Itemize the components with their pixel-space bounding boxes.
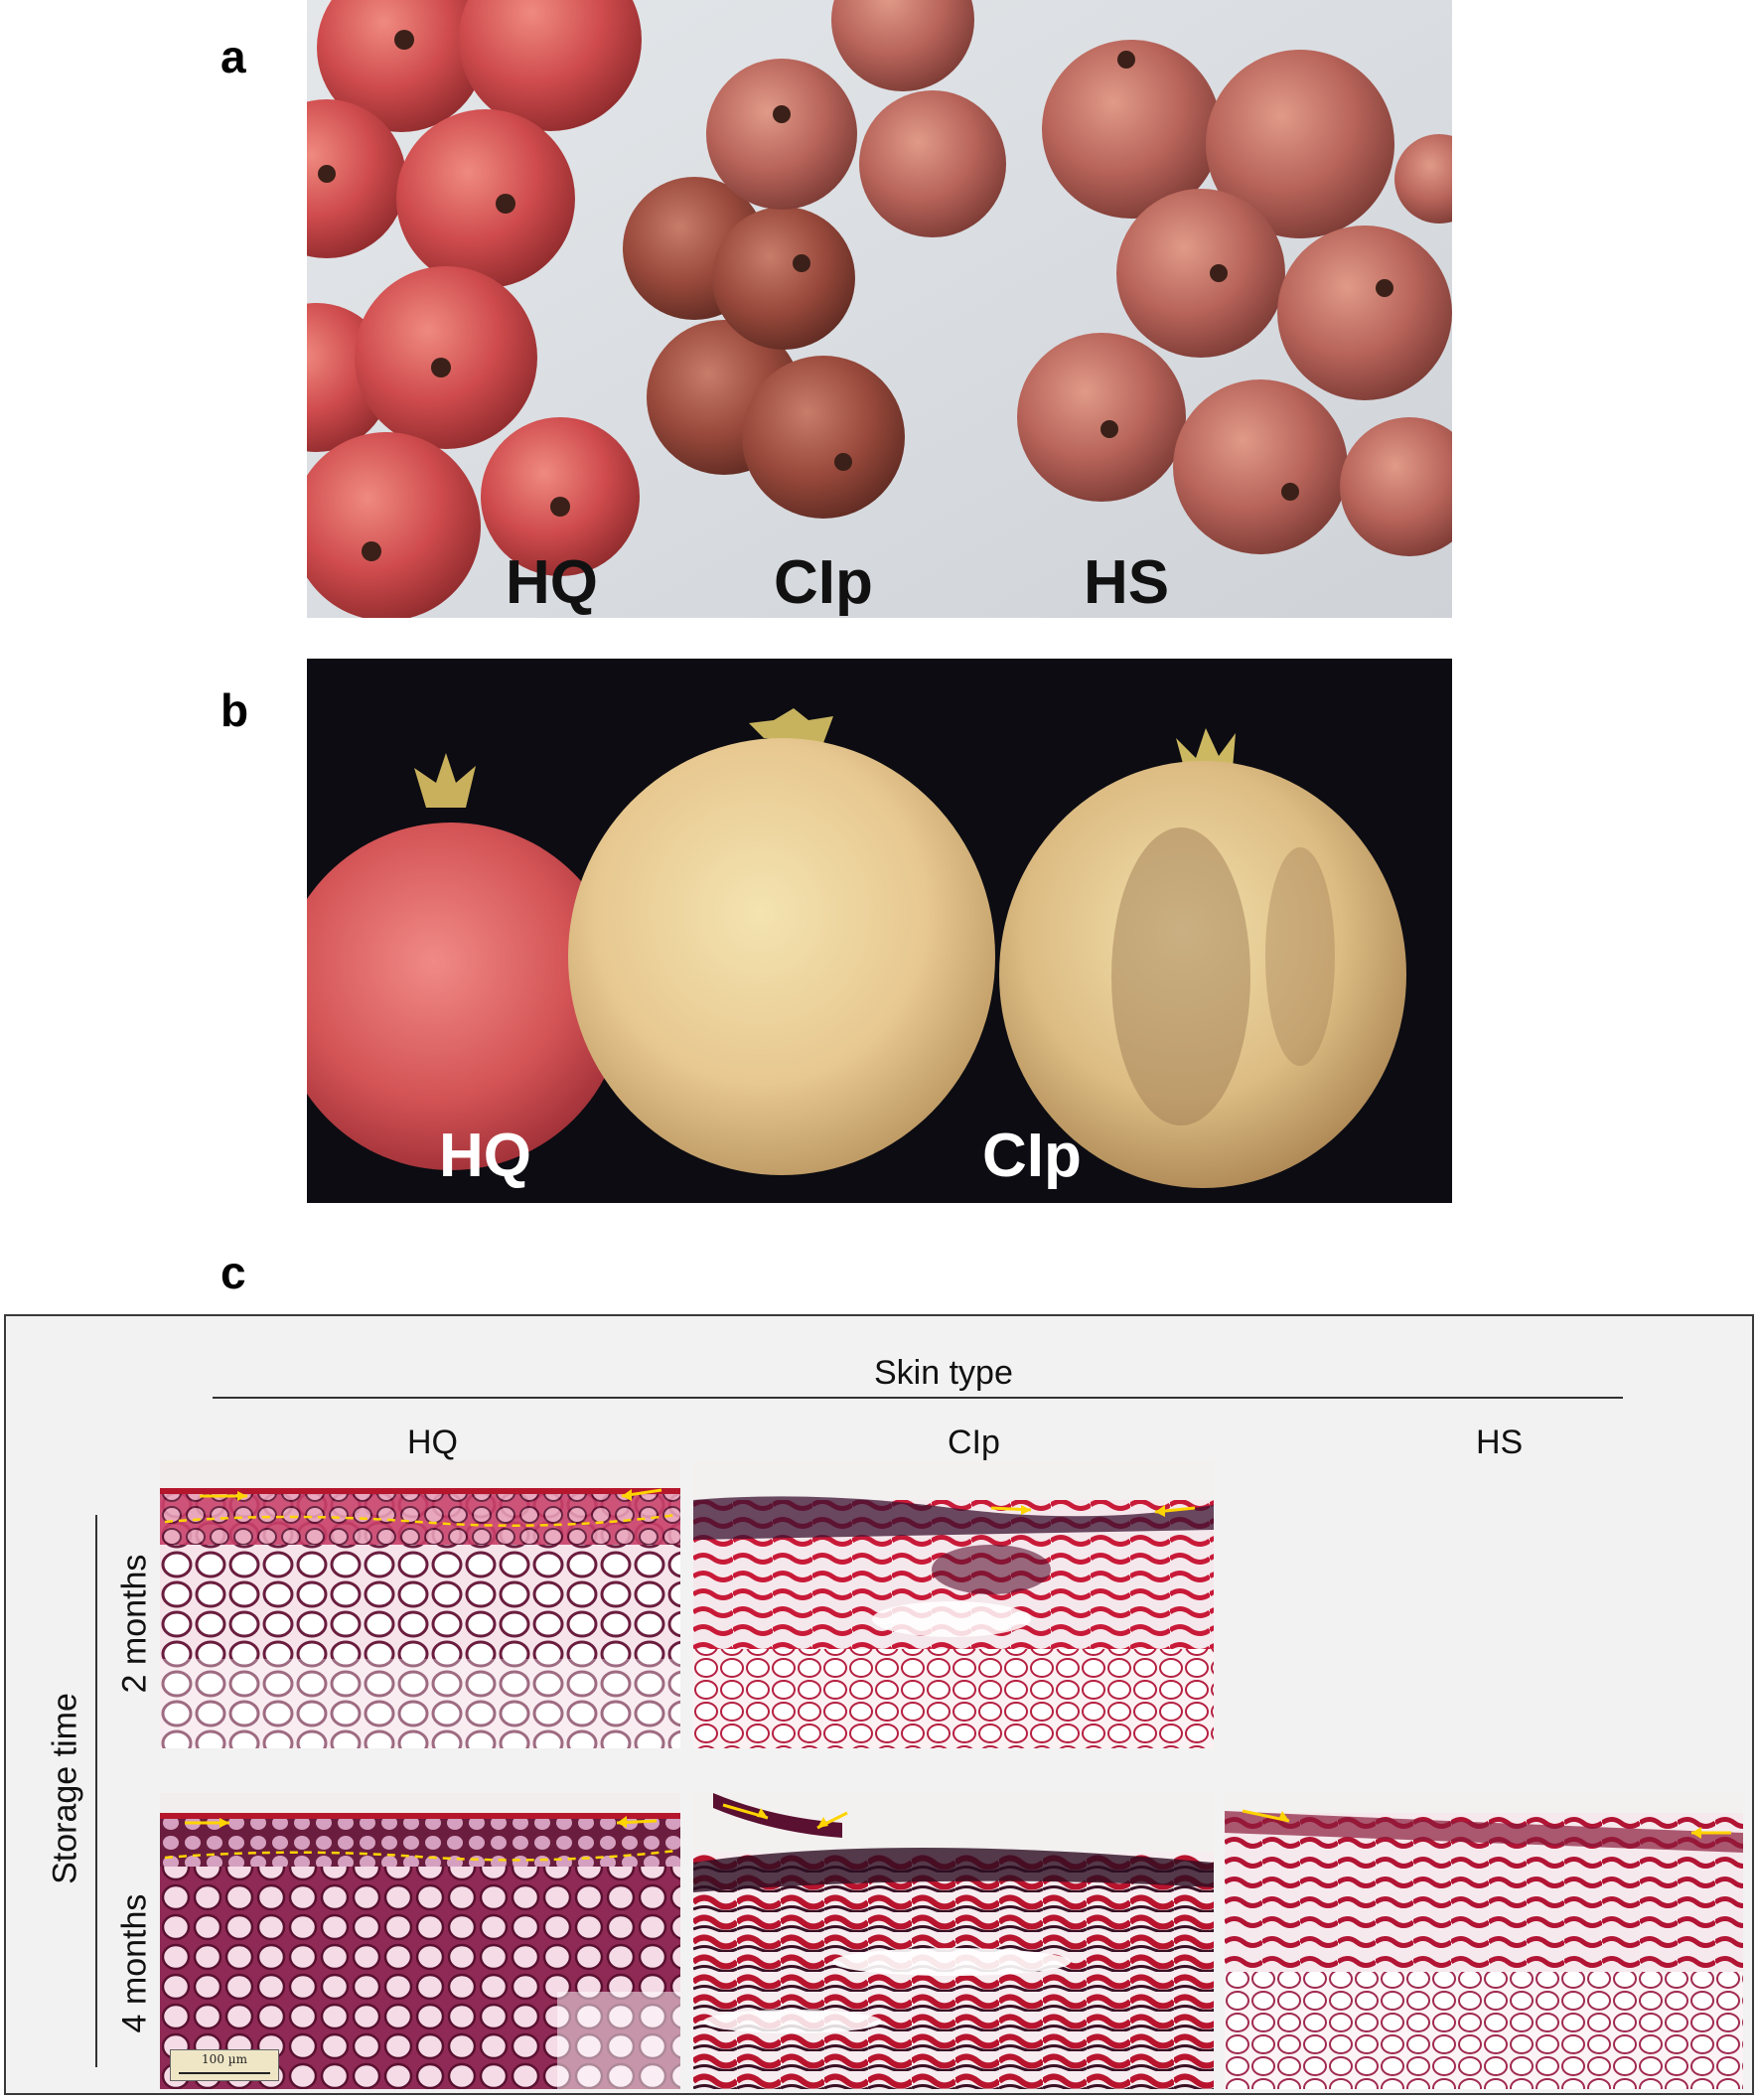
micrograph-hs-4-months [1225, 1793, 1743, 2089]
panel-letter-b: b [220, 684, 249, 736]
column-header-rule [213, 1397, 1623, 1399]
panel-b-label-cip: CIp [982, 1122, 1082, 1190]
scale-bar: 100 µm [170, 2049, 279, 2081]
row-header-storage-time: Storage time [46, 1693, 84, 1884]
panel-letter-c: c [220, 1247, 246, 1298]
panel-a-label-hq: HQ [506, 548, 598, 617]
column-label-hq: HQ [407, 1424, 458, 1461]
row-label-4-months: 4 months [115, 1893, 154, 2033]
column-header-skin-type: Skin type [874, 1354, 1013, 1392]
column-label-cip: CIp [948, 1424, 1000, 1461]
row-label-2-months: 2 months [115, 1554, 154, 1694]
panel-b-photo: HQ CIp [307, 659, 1452, 1203]
panel-a-photo: HQ CIp HS [307, 0, 1452, 618]
row-header-rule [95, 1515, 97, 2067]
panel-a-label-hs: HS [1084, 548, 1170, 617]
panel-letter-a: a [220, 31, 246, 82]
scale-bar-line [179, 2072, 270, 2074]
micrograph-cip-2-months [693, 1460, 1214, 1748]
column-label-hs: HS [1476, 1424, 1524, 1461]
micrograph-hq-2-months [160, 1460, 680, 1748]
micrograph-cip-4-months [693, 1793, 1214, 2089]
panel-b-label-hq: HQ [439, 1122, 531, 1190]
micrograph-hq-4-months: 100 µm [160, 1793, 680, 2089]
panel-c-frame: Skin type HQ CIp HS Storage time 2 month… [4, 1314, 1754, 2095]
scale-bar-label: 100 µm [202, 2052, 247, 2066]
panel-a-label-cip: CIp [774, 548, 873, 617]
